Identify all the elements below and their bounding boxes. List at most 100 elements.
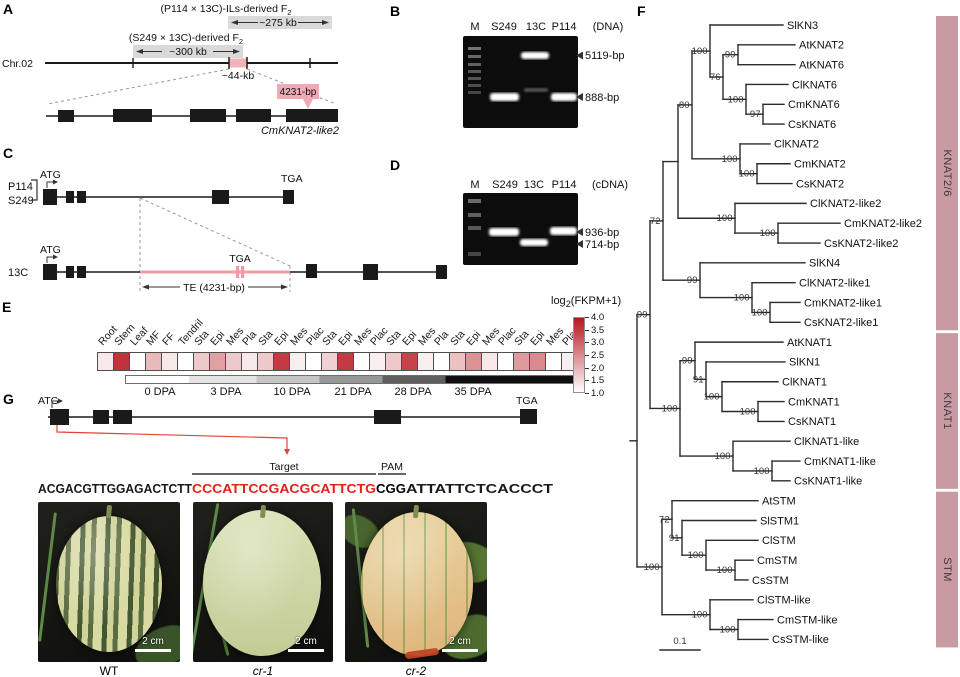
taxon-label: ClKNAT6 [792,79,837,91]
start-codon-label: ATG [40,169,61,181]
melon-photo-cr1: 2 cm [193,502,333,662]
dpa-group-label: 0 DPA [144,386,176,398]
panel-label-a: A [3,1,13,17]
heatmap-cell [161,352,178,371]
template-type-label: (DNA) [593,21,624,33]
taxon-label: AtKNAT6 [799,59,844,71]
bootstrap-value: 100 [722,154,738,165]
colorbar-tick-label: 4.0 [591,312,605,323]
panel-f-phylogenetic-tree: F SlKN3 AtKNAT2 AtKNAT6 99 ClKNAT6 CmKNAT6 CsK… [629,3,958,651]
heatmap-cell [369,352,386,371]
bootstrap-value: 100 [692,610,708,621]
bootstrap-value: 72 [650,216,661,227]
panel-c-gene-structure: C P114 S249 ATG TGA 13C ATG TGA TE (4231… [3,145,447,294]
taxon-label: CsKNAT2-like1 [804,317,878,329]
colorbar-tick-label: 2.5 [591,350,605,361]
colorbar-title: log2(FKPM+1) [551,295,622,310]
premature-stop-label: TGA [229,253,251,265]
heatmap-cell [353,352,370,371]
melon-photo-wt: 2 cm [38,502,180,662]
panel-label-d: D [390,157,400,173]
taxon-label: AtKNAT2 [799,40,844,52]
gel-lane-label: S249 [491,21,517,33]
bootstrap-value: 100 [740,406,756,417]
clade-bar [936,16,958,331]
marker-size-label: 888-bp [585,92,619,104]
gel-lane-label: P114 [552,179,577,191]
bootstrap-value: 99 [725,50,736,61]
insertion-flag [277,84,319,99]
genotype-label: P114 [8,181,33,193]
marker-size-label: 936-bp [585,227,619,239]
insertion-size-label: 4231-bp [280,87,317,98]
heatmap-cell [257,352,274,371]
dpa-group-label: 3 DPA [210,386,242,398]
heatmap-cell [481,352,498,371]
f2-interval-size: ~300 kb [169,46,207,58]
heatmap-cell [225,352,242,371]
heatmap-cell [113,352,130,371]
taxon-label: ClSTM [762,535,796,547]
taxon-label: AtKNAT1 [787,337,832,349]
marker-size-label: 714-bp [585,239,619,251]
genotype-bracket [31,179,38,201]
taxon-label: CmKNAT2 [794,159,846,171]
tree-scale-label: 0.1 [673,636,686,647]
taxon-label: ClKNAT2-like2 [810,198,881,210]
heatmap-cell [209,352,226,371]
melon-fruit [56,516,162,652]
heatmap-cell [193,352,210,371]
taxon-label: CmKNAT6 [788,99,840,111]
taxon-label: CmSTM [757,555,797,567]
heatmap-cell [433,352,450,371]
panel-label-g: G [3,391,14,407]
dpa-group-label: 28 DPA [394,386,432,398]
photo-label-wt: WT [99,664,119,677]
clade-label: STM [941,557,953,582]
heatmap-cell [145,352,162,371]
clade-bar [936,491,958,648]
heatmap-cell [289,352,306,371]
heatmap-cell [385,352,402,371]
bootstrap-value: 100 [688,550,704,561]
taxon-label: SlKN1 [789,357,820,369]
bootstrap-value: 100 [662,403,678,414]
bootstrap-value: 100 [717,565,733,576]
bootstrap-value: 100 [715,451,731,462]
taxon-label: CmKNAT1 [788,396,840,408]
ils-interval-size: ~275 kb [259,17,297,29]
taxon-label: SlKN3 [787,20,818,32]
f2-cross-label: (S249 × 13C)-derived F2 [129,32,243,46]
genotype-label: 13C [8,267,28,279]
clade-bar [936,333,958,489]
gel-image [463,36,578,128]
bootstrap-value: 100 [692,46,708,57]
taxon-label: CmKNAT2-like2 [844,218,922,230]
bootstrap-value: 100 [754,466,770,477]
gene-name-label: CmKNAT2-like2 [261,125,339,137]
gel-band-714-13c [520,239,548,246]
template-type-label: (cDNA) [592,179,628,191]
region-size-label: ~44-kb [222,70,255,82]
taxon-label: CmSTM-like [777,614,838,626]
gel-lane-label: M [470,21,479,33]
panel-label-e: E [2,299,12,315]
bootstrap-value: 99 [687,275,698,286]
bootstrap-value: 100 [760,228,776,239]
scale-bar: 2 cm [135,636,171,652]
bootstrap-value: 80 [679,100,690,111]
pam-label: PAM [381,461,403,473]
melon-fruit [203,510,321,656]
taxon-label: ClKNAT2 [774,139,819,151]
heatmap-cell [97,352,114,371]
clade-label: KNAT2/6 [941,149,953,196]
heatmap-cell [401,352,418,371]
taxon-label: ClSTM-like [757,595,811,607]
taxon-label: SlSTM1 [760,515,799,527]
f2-interval-bar [133,45,243,58]
start-codon-label: ATG [38,395,59,407]
stop-codon-label: TGA [516,395,538,407]
ils-cross-label: (P114 × 13C)-ILs-derived F2 [161,3,292,17]
panel-d-cdna-gel: D M S249 13C P114 (cDNA) 936-bp 714-bp [390,157,628,265]
